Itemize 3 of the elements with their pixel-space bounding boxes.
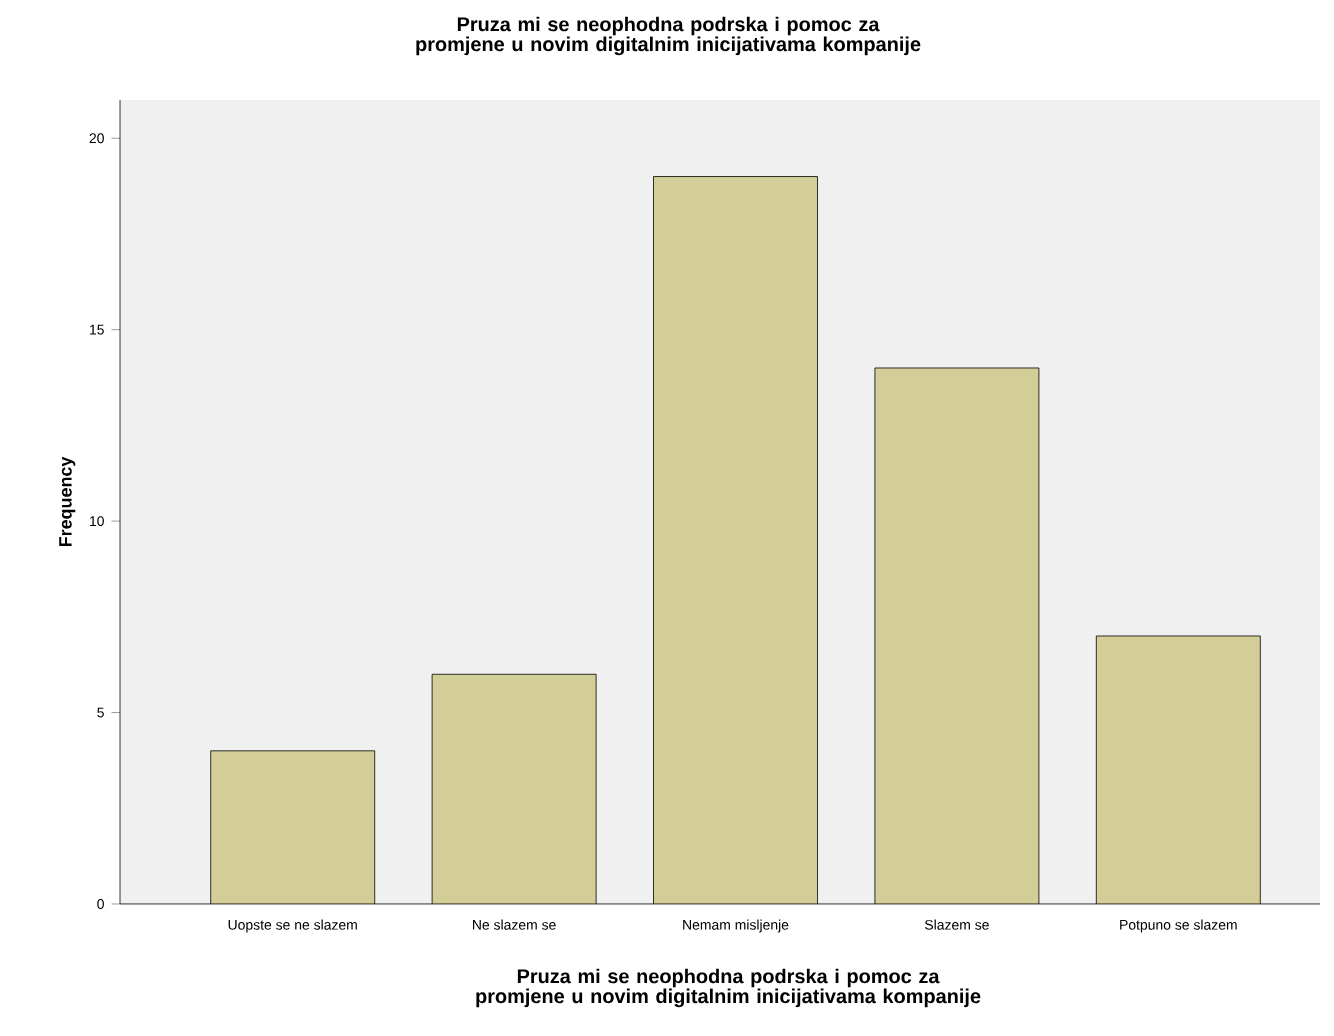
- y-axis-title: Frequency: [59, 456, 76, 547]
- chart-title: Pruza mi se neophodna podrska i pomoc za promjene u novim digitalnim inicijativama kompanije: [416, 16, 921, 56]
- x-axis-title: Pruza mi se neophodna podrska i pomoc za promjene u novim digitalnim inicijativama kompanije: [476, 968, 981, 1008]
